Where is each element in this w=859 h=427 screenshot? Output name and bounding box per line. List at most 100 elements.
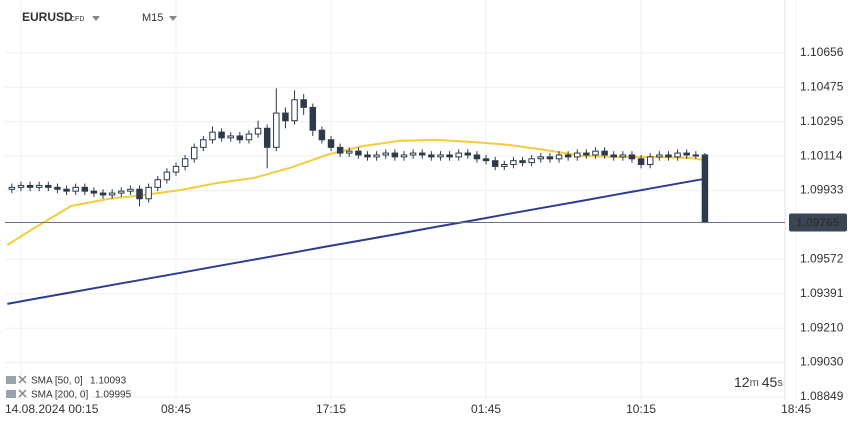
candle-body: [227, 135, 234, 139]
candle-body: [501, 163, 508, 167]
candle-body: [437, 154, 444, 158]
x-tick-label: 14.08.2024 00:15: [5, 402, 99, 416]
candle-body: [309, 106, 317, 131]
candle-body: [236, 135, 244, 141]
candle-body: [519, 160, 526, 164]
candle-body: [656, 154, 663, 158]
y-tick-label: 1.09030: [800, 355, 844, 369]
countdown-unit: m: [750, 377, 759, 389]
candle-body: [373, 154, 380, 158]
countdown-seconds: 45: [762, 374, 778, 390]
x-tick-label: 17:15: [316, 402, 346, 416]
candle-body: [254, 127, 262, 135]
candle-body: [364, 154, 371, 158]
legend: SMA [50, 0] 1.10093 SMA [200, 0] 1.09995: [6, 375, 132, 401]
legend-icon[interactable]: [6, 390, 16, 398]
candle-body: [63, 188, 70, 192]
candle-body: [190, 146, 198, 160]
candle-body: [555, 154, 563, 160]
timeframe[interactable]: M15: [142, 12, 163, 24]
candle-body: [546, 156, 554, 160]
candle-body: [263, 127, 271, 148]
y-tick-label: 1.09933: [800, 183, 844, 197]
candle-body: [409, 152, 417, 156]
candle-body: [619, 154, 627, 158]
candle-body: [163, 171, 171, 181]
x-tick-label: 18:45: [781, 402, 811, 416]
instrument-type: CFD: [70, 16, 84, 23]
candle-body: [273, 112, 280, 148]
candle-body: [282, 112, 289, 122]
candle-body: [473, 154, 481, 160]
axes: 1.10656 1.10475 1.10295 1.10114 1.09933 1.095…: [5, 0, 847, 416]
candle-body: [172, 165, 180, 173]
candle-body: [564, 154, 572, 158]
timeframe-dropdown[interactable]: [169, 16, 177, 21]
candle-body: [428, 154, 435, 158]
candle-body: [145, 186, 152, 200]
candle-body: [464, 152, 472, 156]
legend-remove[interactable]: [18, 389, 27, 398]
candle-body: [455, 152, 462, 158]
candle-body: [583, 152, 590, 156]
candle-body: [391, 152, 399, 158]
candle-body: [674, 152, 681, 158]
candle-body: [528, 158, 535, 164]
candle-body: [17, 184, 25, 188]
candle-body: [665, 154, 672, 158]
candle-body: [54, 186, 61, 190]
symbol[interactable]: EURUSD: [22, 10, 73, 24]
y-tick-label: 1.08849: [800, 389, 844, 403]
symbol-dropdown[interactable]: [92, 16, 100, 21]
y-tick-label: 1.09210: [800, 320, 844, 334]
candle-body: [446, 154, 453, 158]
candle-body: [355, 150, 362, 156]
y-tick-label: 1.10114: [800, 148, 843, 162]
candle-body: [35, 184, 43, 188]
candle-body: [90, 190, 98, 194]
candle-body: [537, 156, 545, 160]
candle-body: [701, 154, 709, 224]
countdown-minutes: 12: [734, 374, 750, 390]
candle-body: [601, 150, 608, 156]
candle-body: [592, 150, 599, 156]
candle-body: [683, 152, 690, 156]
candle-body: [628, 154, 636, 160]
legend-value: 1.10093: [90, 376, 127, 387]
candle-body: [136, 188, 143, 200]
grid: [5, 0, 797, 400]
candle-body: [245, 133, 253, 141]
candle-body: [154, 179, 161, 188]
y-tick-label: 1.10475: [800, 80, 844, 94]
candle-body: [181, 158, 189, 167]
countdown-unit: s: [777, 377, 783, 389]
sma-line: [7, 177, 706, 305]
candle-body: [574, 152, 581, 158]
candle-body: [291, 99, 298, 122]
countdown: 12m 45s: [734, 374, 783, 390]
current-price-tag: [789, 213, 847, 232]
legend-name: SMA [50, 0]: [31, 376, 83, 387]
candle-body: [8, 186, 16, 190]
candle-body: [118, 190, 125, 194]
y-tick-label: 1.09572: [800, 251, 844, 265]
candle-body: [218, 131, 225, 139]
y-tick-label: 1.10656: [800, 45, 844, 59]
candle-body: [127, 188, 134, 192]
candle-body: [637, 158, 645, 165]
x-tick-label: 08:45: [161, 402, 191, 416]
legend-icon[interactable]: [6, 376, 16, 384]
plot: [6, 88, 709, 305]
candle-body: [646, 156, 654, 165]
candle-body: [382, 152, 389, 156]
legend-remove[interactable]: [18, 375, 27, 384]
current-price-label: 1.09765: [796, 216, 840, 230]
y-tick-label: 1.10295: [800, 114, 844, 128]
candle-body: [72, 186, 79, 192]
candle-body: [482, 158, 490, 162]
candle-body: [400, 154, 408, 158]
candle-body: [300, 99, 307, 108]
sma-line: [6, 138, 706, 246]
